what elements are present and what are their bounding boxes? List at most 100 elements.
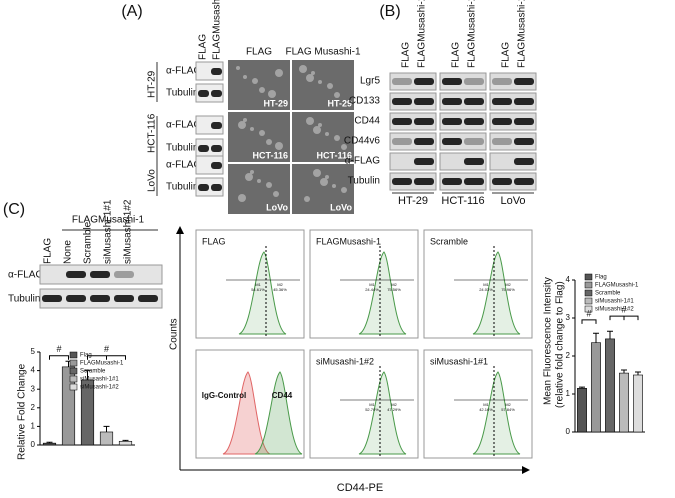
blot-band <box>211 162 222 169</box>
error-bar <box>46 441 53 444</box>
blot-frame <box>195 61 224 81</box>
gate-label: M2 <box>505 402 511 407</box>
cell-line-label: LoVo <box>500 195 525 207</box>
gate-label: M1 <box>369 402 375 407</box>
blot-band <box>138 295 158 302</box>
blot-band <box>464 98 484 105</box>
cell-cluster <box>327 83 333 89</box>
histogram <box>254 371 303 455</box>
flow-title: siMusashi-1#2 <box>316 356 374 366</box>
legend-label: Scramble <box>80 369 106 375</box>
blot-frame <box>195 155 224 175</box>
gate-percent: 45.36% <box>273 287 287 292</box>
row-label: Tubulin <box>8 294 40 305</box>
row-label: α-FLAG <box>166 120 201 131</box>
blot-frame <box>489 112 537 131</box>
error-bar <box>103 425 110 432</box>
error-bar <box>607 330 613 339</box>
bar <box>633 374 643 433</box>
bar <box>99 431 114 446</box>
y-tick-label: 0 <box>566 427 571 436</box>
micrograph <box>228 112 290 162</box>
flow-plot <box>195 229 305 339</box>
row-label: Tubulin <box>348 176 380 187</box>
blot-frame <box>439 132 487 151</box>
blot-band <box>492 178 512 185</box>
blot-band <box>442 178 462 185</box>
row-label: α-FLAG <box>8 270 43 281</box>
cell-cluster <box>334 92 340 98</box>
y-tick-label: 1 <box>31 422 36 431</box>
flow-plot <box>309 229 419 339</box>
annotation: # <box>56 344 61 354</box>
cell-cluster <box>275 69 283 77</box>
lane-label: FLAG <box>198 34 209 60</box>
lane-label: FLAGMusashi-1 <box>212 0 223 60</box>
cell-cluster <box>250 170 254 174</box>
blot-frame <box>195 115 224 135</box>
cell-line-label: HT-29 <box>398 195 428 207</box>
row-label: CD133 <box>349 96 381 107</box>
legend-label: Scramble <box>595 291 621 297</box>
cell-cluster <box>341 144 347 150</box>
cell-cluster <box>332 184 336 188</box>
annotation: # <box>586 308 591 318</box>
error-bar <box>122 439 129 442</box>
cell-cluster <box>238 121 246 129</box>
blot-band <box>442 98 462 105</box>
lane-label: FLAG <box>43 238 54 264</box>
row-label: Tubulin <box>166 182 198 193</box>
histogram <box>222 371 271 455</box>
blot-band <box>198 184 209 191</box>
blot-band <box>514 118 534 125</box>
cell-cluster <box>236 66 240 70</box>
cell-cluster <box>243 118 247 122</box>
legend-swatch <box>584 289 593 297</box>
lane-label: FLAGMusashi-1 <box>517 0 528 68</box>
y-tick-label: 5 <box>31 347 36 356</box>
row-label: CD44v6 <box>344 136 381 147</box>
blot-band <box>392 78 412 85</box>
micrograph <box>292 112 354 162</box>
blot-frame <box>489 92 537 111</box>
histogram <box>472 371 521 455</box>
gate-label: M2 <box>505 282 511 287</box>
panel-label: (C) <box>3 201 25 218</box>
blot-band <box>492 98 512 105</box>
blot-frame <box>389 72 437 91</box>
y-tick-label: 4 <box>566 275 571 284</box>
cell-cluster <box>325 132 329 136</box>
cell-cluster <box>273 191 279 197</box>
y-axis-label: Relative Fold Change <box>17 363 28 460</box>
lane-label: FLAG <box>401 42 412 68</box>
y-tick-label: 2 <box>566 351 571 360</box>
y-tick-label: 1 <box>566 389 571 398</box>
flow-plot <box>309 349 419 459</box>
gate-percent: 75.56% <box>387 287 401 292</box>
bar <box>619 372 629 433</box>
blot-band <box>464 78 484 85</box>
gate-percent: 24.44% <box>365 287 379 292</box>
blot-band <box>414 138 434 145</box>
arrow-head <box>522 466 530 474</box>
arrow-head <box>176 226 184 234</box>
cell-cluster <box>304 196 310 202</box>
image-label: HT-29 <box>263 98 288 108</box>
cell-cluster <box>306 74 314 82</box>
gate-percent: 52.70% <box>365 407 379 412</box>
blot-band <box>211 90 222 97</box>
legend-swatch <box>584 297 593 305</box>
bar <box>42 442 57 446</box>
blot-band <box>514 78 534 85</box>
blot-band <box>66 271 86 278</box>
bar <box>118 440 133 446</box>
cell-line-label: HCT-116 <box>147 113 158 153</box>
cell-cluster <box>299 65 307 73</box>
blot-band <box>198 145 209 152</box>
legend-label: siMusashi-1#2 <box>595 307 634 313</box>
blot-band <box>392 118 412 125</box>
blot-band <box>414 98 434 105</box>
blot-frame <box>389 132 437 151</box>
sig-bracket <box>87 355 126 360</box>
